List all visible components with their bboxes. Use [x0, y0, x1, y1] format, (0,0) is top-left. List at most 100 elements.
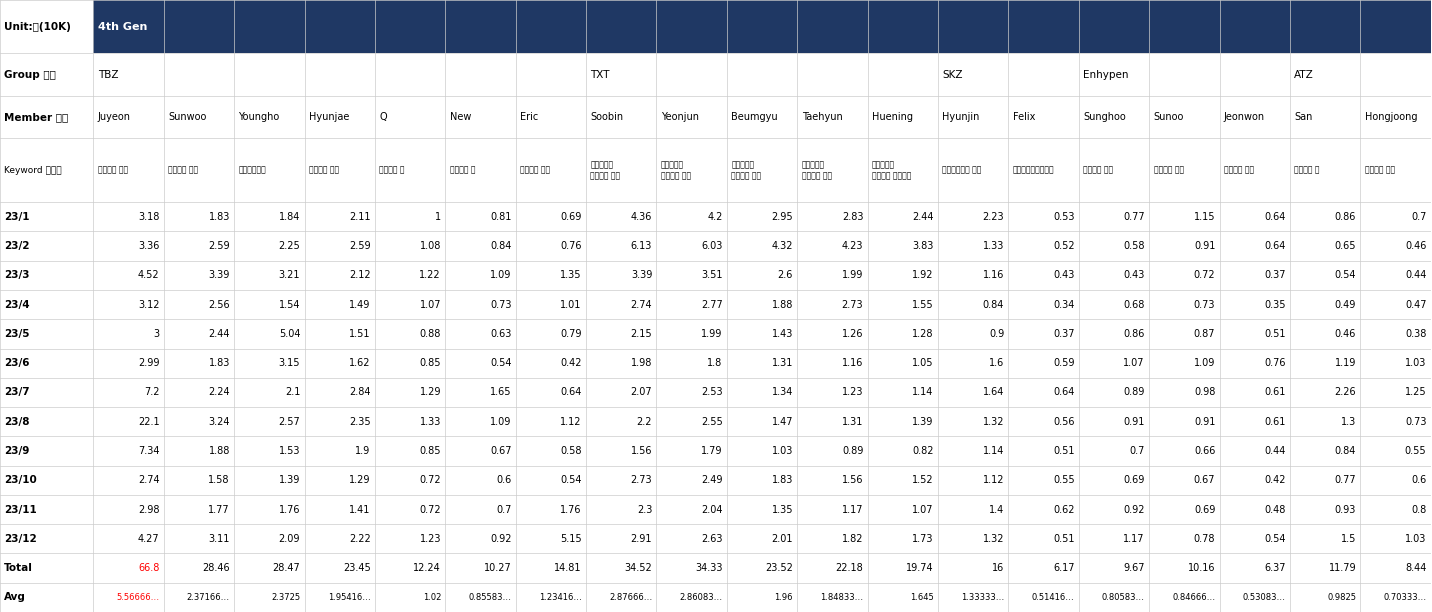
Text: 16: 16: [992, 563, 1004, 573]
Bar: [163, 261, 235, 290]
Text: 0.84: 0.84: [1335, 446, 1356, 456]
Text: 4.36: 4.36: [632, 212, 652, 222]
Bar: [516, 319, 586, 349]
Text: 1.77: 1.77: [208, 504, 231, 515]
Bar: [1008, 553, 1078, 583]
Bar: [305, 407, 375, 436]
Bar: [1220, 495, 1290, 524]
Text: 4.52: 4.52: [137, 271, 159, 280]
Text: 2.95: 2.95: [772, 212, 793, 222]
Bar: [1150, 524, 1220, 553]
Bar: [1078, 138, 1150, 202]
Text: 3.36: 3.36: [137, 241, 159, 251]
Bar: [235, 202, 305, 231]
Bar: [727, 524, 798, 553]
Bar: [1360, 261, 1431, 290]
Bar: [375, 378, 445, 407]
Bar: [0, 436, 93, 466]
Text: 2.73: 2.73: [842, 300, 863, 310]
Bar: [1290, 407, 1360, 436]
Bar: [163, 436, 235, 466]
Bar: [0, 495, 93, 524]
Bar: [235, 378, 305, 407]
Bar: [305, 261, 375, 290]
Bar: [93, 583, 163, 612]
Bar: [305, 436, 375, 466]
Text: 0.51416…: 0.51416…: [1032, 593, 1074, 602]
Bar: [1360, 202, 1431, 231]
Bar: [375, 138, 445, 202]
Bar: [938, 436, 1008, 466]
Bar: [163, 553, 235, 583]
Text: ATZ: ATZ: [1295, 70, 1315, 80]
Bar: [235, 261, 305, 290]
Text: 10.27: 10.27: [484, 563, 511, 573]
Text: 0.73: 0.73: [1405, 417, 1426, 427]
Text: 에이티즈 홍중: 에이티즈 홍중: [1365, 166, 1395, 175]
Bar: [798, 583, 868, 612]
Bar: [163, 96, 235, 138]
Bar: [938, 466, 1008, 495]
Text: 0.76: 0.76: [1264, 358, 1286, 368]
Bar: [938, 583, 1008, 612]
Text: 1.47: 1.47: [772, 417, 793, 427]
Text: 1.23: 1.23: [842, 387, 863, 397]
Bar: [1360, 138, 1431, 202]
Text: 1.05: 1.05: [912, 358, 934, 368]
Text: 0.91: 0.91: [1124, 417, 1146, 427]
Bar: [1290, 466, 1360, 495]
Bar: [305, 583, 375, 612]
Bar: [516, 553, 586, 583]
Bar: [445, 202, 516, 231]
Text: 2.99: 2.99: [137, 358, 159, 368]
Bar: [798, 138, 868, 202]
Bar: [235, 231, 305, 261]
Bar: [868, 583, 938, 612]
Bar: [1150, 466, 1220, 495]
Bar: [0, 553, 93, 583]
Bar: [0, 202, 93, 231]
Text: 0.68: 0.68: [1124, 300, 1146, 310]
Text: 23/10: 23/10: [4, 476, 37, 485]
Bar: [445, 436, 516, 466]
Bar: [1220, 407, 1290, 436]
Text: 0.77: 0.77: [1123, 212, 1146, 222]
Text: 1.39: 1.39: [279, 476, 301, 485]
Bar: [798, 407, 868, 436]
Bar: [235, 553, 305, 583]
Bar: [798, 96, 868, 138]
Bar: [163, 349, 235, 378]
Bar: [93, 495, 163, 524]
Bar: [798, 349, 868, 378]
Text: 더보이즈 큐: 더보이즈 큐: [379, 166, 405, 175]
Bar: [727, 407, 798, 436]
Bar: [305, 231, 375, 261]
Text: 1.02: 1.02: [422, 593, 441, 602]
Bar: [1078, 407, 1150, 436]
Bar: [93, 138, 163, 202]
Bar: [235, 583, 305, 612]
Text: Taehyun: Taehyun: [802, 112, 842, 122]
Text: 34.52: 34.52: [624, 563, 652, 573]
Text: 2.53: 2.53: [700, 387, 723, 397]
Text: 1.76: 1.76: [560, 504, 581, 515]
Text: 0.58: 0.58: [560, 446, 581, 456]
Text: 1.03: 1.03: [772, 446, 793, 456]
Text: 0.64: 0.64: [560, 387, 581, 397]
Text: 23/5: 23/5: [4, 329, 30, 339]
Text: 스트레이키즈피릭스: 스트레이키즈피릭스: [1012, 166, 1054, 175]
Bar: [586, 138, 656, 202]
Bar: [93, 319, 163, 349]
Bar: [727, 495, 798, 524]
Bar: [0, 378, 93, 407]
Bar: [938, 407, 1008, 436]
Text: 더보이즈 선우: 더보이즈 선우: [168, 166, 198, 175]
Bar: [163, 202, 235, 231]
Bar: [1360, 436, 1431, 466]
Text: 0.53: 0.53: [1053, 212, 1074, 222]
Text: 0.92: 0.92: [1124, 504, 1146, 515]
Text: 2.25: 2.25: [278, 241, 301, 251]
Bar: [1078, 96, 1150, 138]
Bar: [938, 96, 1008, 138]
Text: 3.12: 3.12: [137, 300, 159, 310]
